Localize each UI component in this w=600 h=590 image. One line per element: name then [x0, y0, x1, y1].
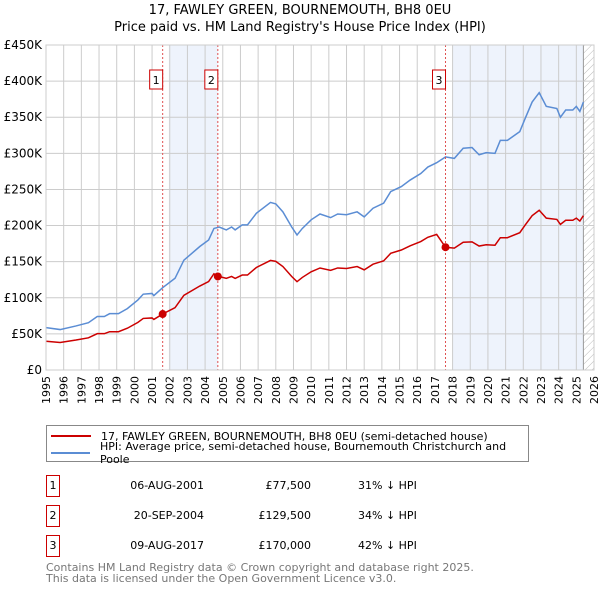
transaction-price: £129,500 [258, 509, 312, 522]
transaction-hpi-diff: 31% ↓ HPI [358, 479, 417, 492]
transaction-date: 20-SEP-2004 [133, 509, 204, 522]
forecast-hatch [583, 45, 594, 370]
transaction-date: 09-AUG-2017 [130, 539, 204, 552]
x-tick-label: 2017 [429, 376, 442, 404]
x-tick-label: 2000 [128, 376, 141, 404]
x-tick-label: 1996 [58, 376, 71, 404]
sale-label: 1 [153, 74, 160, 87]
y-tick-label: £450K [4, 38, 44, 52]
x-tick-label: 2002 [164, 376, 177, 404]
sale-label-box [204, 69, 219, 90]
x-tick-label: 2003 [181, 376, 194, 404]
transaction-hpi-diff: 42% ↓ HPI [358, 539, 417, 552]
x-tick-label: 2025 [570, 376, 583, 404]
x-tick-label: 2007 [252, 376, 265, 404]
x-tick-label: 1997 [75, 376, 88, 404]
y-tick-label: £0 [27, 363, 42, 377]
shaded-region [452, 45, 584, 370]
transaction-number: 3 [46, 535, 60, 557]
legend-label-price: 17, FAWLEY GREEN, BOURNEMOUTH, BH8 0EU (… [101, 429, 488, 443]
x-tick-label: 2015 [394, 376, 407, 404]
x-tick-label: 2022 [517, 376, 530, 404]
sale-label-box [149, 69, 164, 90]
legend-swatch-price [51, 435, 91, 437]
x-tick-label: 2026 [588, 376, 600, 404]
plot-border [45, 44, 595, 371]
y-tick-label: £400K [4, 74, 44, 88]
legend: 17, FAWLEY GREEN, BOURNEMOUTH, BH8 0EU (… [46, 425, 529, 466]
transaction-price: £170,000 [258, 539, 312, 552]
x-tick-label: 2005 [217, 376, 230, 404]
sale-point [158, 310, 167, 319]
legend-item-hpi: HPI: Average price, semi-detached house,… [51, 440, 528, 466]
x-tick-label: 2013 [358, 376, 371, 404]
shaded-region [168, 45, 218, 370]
footer-licence: This data is licensed under the Open Gov… [46, 572, 397, 585]
y-tick-label: £100K [4, 291, 44, 305]
y-tick-label: £200K [4, 219, 44, 233]
x-tick-label: 2011 [323, 376, 336, 404]
transaction-number: 1 [46, 475, 60, 497]
x-tick-label: 2009 [287, 376, 300, 404]
hpi-line [45, 91, 585, 331]
sale-point [441, 243, 450, 252]
sale-point [213, 272, 222, 281]
x-tick-label: 2021 [500, 376, 513, 404]
x-tick-label: 1998 [93, 376, 106, 404]
price-paid-line [45, 209, 585, 344]
x-tick-label: 1999 [111, 376, 124, 404]
legend-swatch-hpi [51, 452, 90, 454]
y-tick-label: £150K [4, 255, 44, 269]
chart-title: 17, FAWLEY GREEN, BOURNEMOUTH, BH8 0EU [148, 3, 452, 18]
sale-label: 3 [436, 74, 443, 87]
y-tick-label: £250K [4, 182, 44, 196]
x-tick-label: 2012 [341, 376, 354, 404]
y-tick-label: £350K [4, 110, 44, 124]
sale-label-box [432, 69, 447, 90]
x-tick-label: 2023 [535, 376, 548, 404]
sale-label: 2 [208, 74, 215, 87]
y-tick-label: £300K [4, 146, 44, 160]
x-tick-label: 2018 [447, 376, 460, 404]
chart-subtitle: Price paid vs. HM Land Registry's House … [114, 20, 486, 35]
x-tick-label: 2014 [376, 376, 389, 404]
x-tick-label: 2019 [464, 376, 477, 404]
y-tick-label: £50K [11, 327, 43, 341]
legend-item-price: 17, FAWLEY GREEN, BOURNEMOUTH, BH8 0EU (… [51, 428, 488, 444]
x-tick-label: 2001 [146, 376, 159, 404]
x-tick-label: 2008 [270, 376, 283, 404]
x-tick-label: 2020 [482, 376, 495, 404]
x-tick-label: 1995 [40, 376, 53, 404]
transaction-date: 06-AUG-2001 [130, 479, 204, 492]
transaction-number: 2 [46, 505, 60, 527]
x-tick-label: 2004 [199, 376, 212, 404]
transaction-price: £77,500 [265, 479, 312, 492]
x-tick-label: 2016 [411, 376, 424, 404]
x-tick-label: 2010 [305, 376, 318, 404]
plot-area: 1995 1996 1997 1998 1999 2000 2001 2002 2003 2004… [4, 38, 600, 404]
x-tick-label: 2024 [553, 376, 566, 404]
footer-copyright: Contains HM Land Registry data © Crown c… [46, 561, 474, 574]
transaction-hpi-diff: 34% ↓ HPI [358, 509, 417, 522]
legend-label-hpi: HPI: Average price, semi-detached house,… [99, 440, 507, 466]
x-tick-label: 2006 [234, 376, 247, 404]
